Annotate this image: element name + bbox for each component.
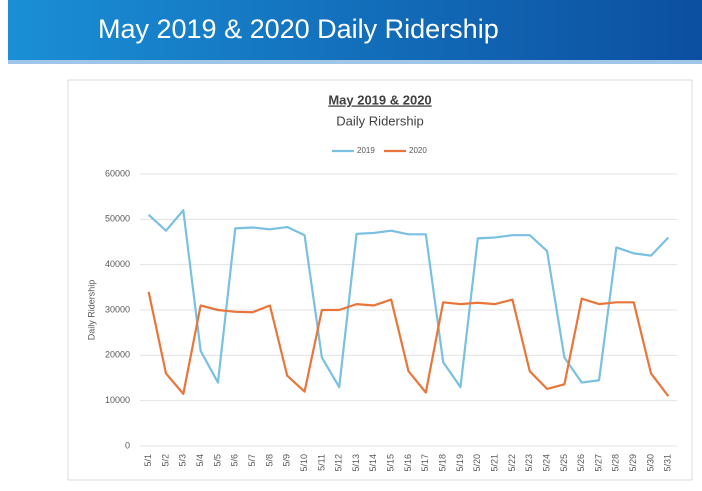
x-tick-label: 5/16 (403, 454, 413, 472)
header-band (8, 0, 702, 60)
x-tick-label: 5/29 (628, 454, 638, 472)
y-tick-label: 40000 (105, 259, 130, 269)
x-tick-label: 5/30 (645, 454, 655, 472)
x-tick-label: 5/25 (559, 454, 569, 472)
chart-frame (67, 79, 693, 481)
y-tick-label: 30000 (105, 304, 130, 314)
chart-subtitle: Daily Ridership (336, 113, 423, 128)
x-tick-label: 5/7 (247, 454, 257, 467)
x-tick-label: 5/31 (663, 454, 673, 472)
x-tick-label: 5/18 (438, 454, 448, 472)
x-tick-label: 5/13 (351, 454, 361, 472)
x-tick-label: 5/28 (611, 454, 621, 472)
y-axis-label: Daily Ridership (86, 280, 96, 341)
legend-label: 2020 (409, 146, 427, 155)
x-tick-label: 5/20 (472, 454, 482, 472)
header-title: May 2019 & 2020 Daily Ridership (98, 14, 499, 44)
y-tick-label: 0 (125, 440, 130, 450)
x-tick-label: 5/6 (230, 454, 240, 467)
x-tick-label: 5/24 (541, 454, 551, 472)
x-tick-label: 5/21 (489, 454, 499, 472)
x-tick-label: 5/1 (143, 454, 153, 467)
x-tick-label: 5/11 (316, 454, 326, 471)
header-rule (8, 60, 702, 64)
x-tick-label: 5/14 (368, 454, 378, 472)
x-tick-label: 5/10 (299, 454, 309, 472)
x-tick-label: 5/8 (264, 454, 274, 467)
y-tick-label: 20000 (105, 350, 130, 360)
x-tick-label: 5/19 (455, 454, 465, 472)
x-tick-label: 5/5 (212, 454, 222, 467)
x-tick-label: 5/2 (160, 454, 170, 467)
legend-label: 2019 (357, 146, 375, 155)
x-tick-label: 5/27 (593, 454, 603, 472)
y-tick-label: 50000 (105, 214, 130, 224)
series-line (147, 209, 670, 389)
x-tick-label: 5/17 (420, 454, 430, 472)
y-tick-label: 10000 (105, 395, 130, 405)
x-tick-label: 5/3 (178, 454, 188, 467)
x-tick-label: 5/4 (195, 454, 205, 467)
y-tick-label: 60000 (105, 168, 130, 178)
x-tick-label: 5/26 (576, 454, 586, 472)
x-tick-label: 5/15 (386, 454, 396, 472)
x-tick-label: 5/22 (507, 454, 517, 472)
x-tick-label: 5/23 (524, 454, 534, 472)
x-tick-label: 5/12 (334, 454, 344, 472)
chart-title: May 2019 & 2020 (328, 92, 431, 107)
series-line (147, 291, 670, 397)
x-tick-label: 5/9 (282, 454, 292, 467)
